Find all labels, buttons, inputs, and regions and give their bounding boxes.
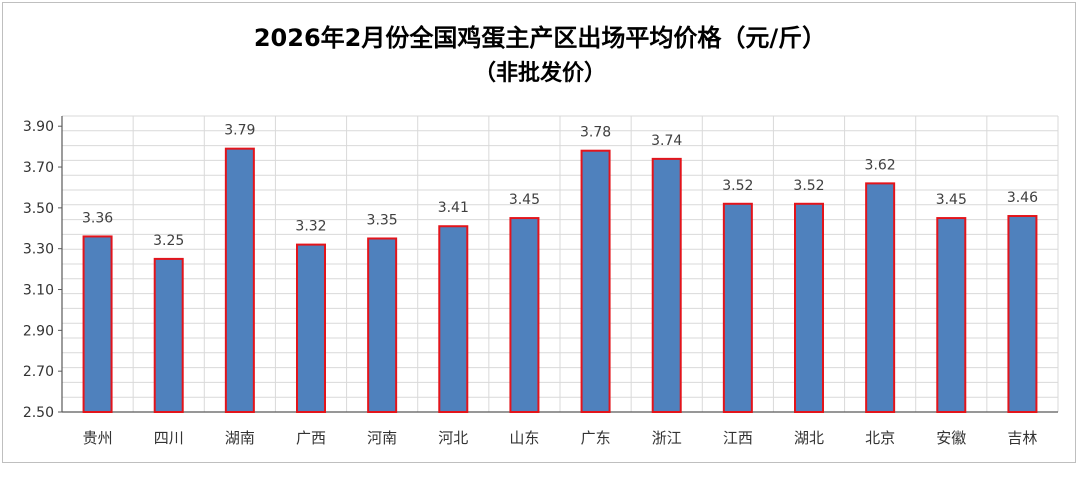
x-category-label: 江西 bbox=[723, 429, 753, 447]
bar-北京 bbox=[865, 182, 896, 413]
bar-山东 bbox=[509, 217, 540, 413]
y-tick-label: 3.10 bbox=[23, 283, 54, 299]
x-category-label: 浙江 bbox=[652, 429, 682, 447]
bar-四川 bbox=[153, 257, 184, 413]
data-label: 3.45 bbox=[509, 192, 540, 208]
x-category-label: 山东 bbox=[509, 429, 539, 447]
y-tick-label: 3.30 bbox=[23, 242, 54, 258]
data-label: 3.35 bbox=[367, 212, 398, 228]
bar-河南 bbox=[367, 237, 398, 413]
x-category-label: 河南 bbox=[367, 429, 397, 447]
bar-湖北 bbox=[794, 202, 824, 413]
y-tick-label: 2.90 bbox=[23, 323, 54, 339]
data-label: 3.46 bbox=[1007, 190, 1038, 206]
data-label: 3.25 bbox=[153, 233, 184, 249]
y-tick-label: 3.50 bbox=[23, 201, 54, 217]
x-category-label: 湖南 bbox=[225, 429, 255, 447]
bar-贵州 bbox=[82, 235, 113, 413]
x-category-label: 吉林 bbox=[1007, 429, 1037, 447]
bar-广西 bbox=[296, 243, 326, 413]
x-category-label: 河北 bbox=[438, 429, 468, 447]
data-label: 3.52 bbox=[793, 178, 824, 194]
bar-江西 bbox=[722, 202, 753, 413]
y-tick-label: 3.90 bbox=[23, 119, 54, 135]
data-label: 3.41 bbox=[438, 200, 469, 216]
bar-吉林 bbox=[1007, 215, 1038, 413]
x-category-label: 广西 bbox=[296, 429, 326, 447]
x-category-label: 湖北 bbox=[794, 429, 824, 447]
bar-湖南 bbox=[224, 147, 255, 413]
x-category-label: 北京 bbox=[865, 429, 895, 447]
data-label: 3.74 bbox=[651, 133, 682, 149]
data-label: 3.78 bbox=[580, 125, 611, 141]
x-category-label: 安徽 bbox=[936, 429, 966, 447]
y-tick-label: 2.70 bbox=[23, 364, 54, 380]
data-label: 3.32 bbox=[295, 219, 326, 235]
chart-title: 2026年2月份全国鸡蛋主产区出场平均价格（元/斤） bbox=[253, 24, 827, 52]
data-label: 3.52 bbox=[722, 178, 753, 194]
bar-浙江 bbox=[651, 157, 682, 413]
x-category-label: 贵州 bbox=[83, 429, 113, 447]
x-category-label: 四川 bbox=[154, 429, 184, 447]
x-category-label: 广东 bbox=[581, 429, 611, 447]
y-tick-label: 2.50 bbox=[23, 405, 54, 421]
bar-广东 bbox=[580, 149, 611, 413]
chart-subtitle: （非批发价） bbox=[473, 61, 606, 86]
bar-河北 bbox=[438, 225, 469, 413]
y-tick-label: 3.70 bbox=[23, 160, 54, 176]
data-label: 3.79 bbox=[224, 123, 255, 139]
data-label: 3.36 bbox=[82, 210, 113, 226]
data-label: 3.45 bbox=[936, 192, 967, 208]
data-label: 3.62 bbox=[865, 157, 896, 173]
bar-安徽 bbox=[936, 217, 967, 413]
